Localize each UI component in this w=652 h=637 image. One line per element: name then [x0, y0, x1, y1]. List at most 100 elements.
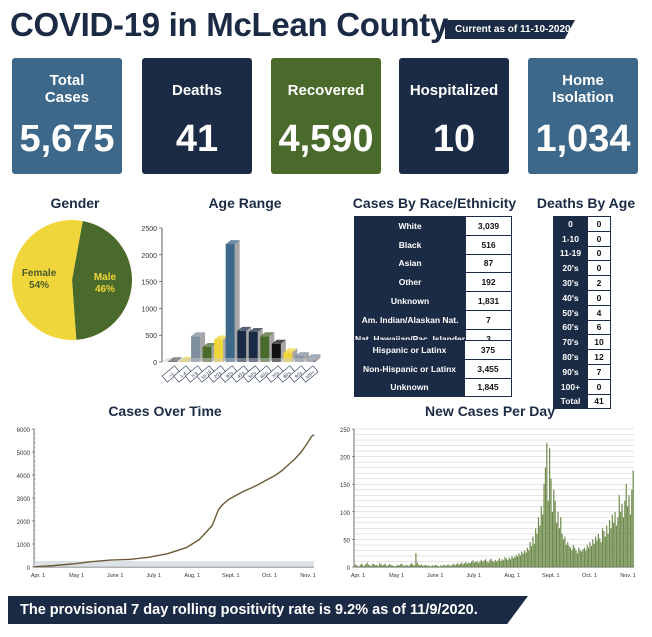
- age-range-chart: 0 500 1000 1500 2000 2500 <1 1-4 5-9 10-19 20's 30'…: [141, 226, 321, 383]
- daily-bar: [377, 565, 379, 567]
- daily-bar: [603, 531, 605, 567]
- daily-bar: [620, 511, 622, 567]
- daily-bar: [475, 562, 477, 567]
- daily-bar: [583, 547, 586, 567]
- daily-bar: [542, 514, 544, 567]
- row-label: 60's: [553, 319, 588, 336]
- x-tick-label: 60's: [259, 370, 269, 380]
- stat-home-isolation: Home Isolation 1,034: [528, 58, 638, 174]
- stat-label: Total Cases: [44, 72, 90, 106]
- y-tick-label: 1500: [141, 280, 157, 287]
- daily-bar: [408, 565, 410, 567]
- daily-bar: [593, 543, 595, 567]
- daily-bar: [608, 520, 611, 567]
- daily-bar: [521, 551, 523, 567]
- daily-bar: [500, 560, 502, 567]
- daily-bar: [586, 544, 588, 567]
- x-tick-label: Aug. 1: [184, 573, 200, 579]
- x-tick-box: [254, 365, 273, 383]
- daily-bar: [585, 550, 587, 567]
- daily-bar: [576, 553, 579, 567]
- row-value: 375: [464, 340, 512, 360]
- daily-bar: [569, 547, 572, 567]
- daily-bar: [394, 566, 396, 567]
- daily-bar: [628, 495, 630, 567]
- y-tick-label: 0: [27, 566, 31, 572]
- age-bar-top: [283, 348, 298, 353]
- daily-bar: [621, 503, 623, 567]
- daily-bar: [525, 552, 527, 567]
- daily-bar: [374, 565, 377, 567]
- table-row: 70's 10: [553, 334, 611, 351]
- row-value: 0: [587, 230, 611, 247]
- daily-bar: [390, 564, 392, 567]
- y-tick-label: 0: [153, 360, 157, 367]
- daily-bar: [565, 544, 567, 567]
- daily-bar: [490, 558, 492, 567]
- age-bar-top: [260, 332, 275, 337]
- daily-bar: [610, 528, 612, 567]
- row-value: 192: [465, 272, 512, 293]
- positivity-banner: The provisional 7 day rolling positivity…: [8, 596, 528, 624]
- daily-bar: [472, 560, 474, 567]
- daily-bar: [494, 559, 496, 567]
- x-tick-label: 10-19: [200, 369, 212, 381]
- deaths-by-age-table: 0 0 1-10 0 11-19 0 20's 0 30's 2 40's 0 50's 4 60's 6 70…: [553, 216, 611, 410]
- daily-bar: [533, 543, 535, 567]
- daily-bar: [528, 550, 530, 567]
- daily-bar: [402, 565, 404, 567]
- daily-bar: [529, 542, 531, 567]
- stat-hospitalized: Hospitalized 10: [399, 58, 509, 174]
- row-label: 11-19: [553, 245, 588, 262]
- daily-bar: [594, 536, 597, 567]
- x-tick-group: 70's: [265, 365, 284, 383]
- row-value: 87: [465, 253, 512, 274]
- daily-bar: [631, 489, 633, 567]
- row-value: 2: [587, 275, 611, 291]
- row-value: 516: [465, 234, 512, 255]
- daily-bar: [433, 565, 435, 567]
- x-tick-box: [288, 365, 307, 383]
- daily-bar: [399, 564, 402, 567]
- daily-bar: [464, 563, 466, 567]
- y-tick-label: 5000: [17, 451, 31, 457]
- y-tick-label: 200: [340, 456, 351, 462]
- x-tick-label: June 1: [107, 573, 124, 579]
- row-label: Am. Indian/Alaskan Nat.: [353, 309, 467, 330]
- daily-bar: [356, 565, 358, 567]
- x-tick-box: [196, 365, 215, 383]
- age-range-title: Age Range: [208, 195, 282, 211]
- row-label: 90's: [553, 363, 588, 380]
- daily-bar: [523, 550, 526, 567]
- daily-bar: [401, 563, 403, 567]
- daily-bar: [615, 525, 618, 567]
- age-bar-top: [237, 326, 252, 331]
- cases-line: [33, 434, 315, 568]
- daily-bar: [578, 547, 580, 567]
- daily-bar: [532, 536, 534, 567]
- daily-bar: [498, 558, 501, 567]
- daily-bar: [423, 565, 425, 567]
- x-tick-box: [265, 365, 284, 383]
- row-label: 80's: [553, 349, 588, 365]
- daily-bar: [625, 484, 627, 567]
- row-value: 0: [587, 260, 611, 277]
- daily-bar: [454, 565, 456, 567]
- daily-bar: [530, 546, 533, 567]
- daily-bar: [443, 564, 445, 567]
- daily-bar: [430, 565, 432, 567]
- daily-bar: [581, 551, 583, 567]
- daily-bar: [388, 564, 391, 567]
- daily-bar: [383, 564, 385, 567]
- row-label: Asian: [353, 253, 467, 274]
- age-bar: [191, 336, 201, 362]
- table-row: 30's 2: [553, 275, 611, 291]
- daily-bar: [589, 542, 591, 567]
- x-tick-label: 80's: [282, 370, 292, 380]
- as-of-badge: Current as of 11-10-2020: [445, 20, 575, 39]
- daily-bar: [601, 528, 604, 567]
- table-row: 100+ 0: [553, 378, 611, 395]
- daily-bar: [363, 565, 365, 567]
- daily-bar: [484, 559, 487, 567]
